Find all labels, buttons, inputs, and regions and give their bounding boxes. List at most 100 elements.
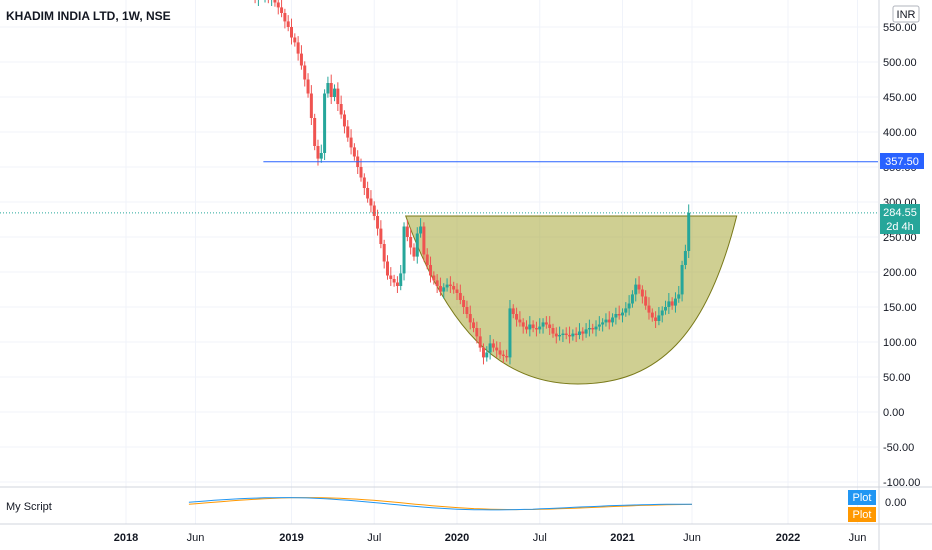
candle-body <box>505 356 509 358</box>
candle-body <box>614 314 618 318</box>
candle-body <box>650 312 654 318</box>
candle-body <box>584 329 588 334</box>
candle-body <box>349 137 353 148</box>
legend-orange-badge <box>848 507 876 522</box>
candle-body <box>362 177 366 188</box>
resistance-badge <box>880 153 924 169</box>
candle-body <box>425 254 429 265</box>
x-tick-label: Jul <box>533 532 547 544</box>
candle-body <box>498 350 502 355</box>
candle-body <box>276 2 280 8</box>
candle-body <box>346 126 350 138</box>
y-tick-label: 450.00 <box>883 92 917 104</box>
y-tick-label: 250.00 <box>883 232 917 244</box>
x-tick-label: Jun <box>683 532 701 544</box>
candle-body <box>531 324 535 328</box>
candle-body <box>594 326 598 330</box>
candle-body <box>667 301 671 307</box>
candle-body <box>422 226 426 255</box>
x-tick-label: Jun <box>187 532 205 544</box>
x-tick-label: 2021 <box>610 532 634 544</box>
candle-body <box>548 324 552 328</box>
candle-body <box>455 289 459 293</box>
candle-body <box>369 198 373 206</box>
candle-body <box>303 65 307 80</box>
candle-body <box>478 336 482 348</box>
candle-body <box>571 333 575 337</box>
y-tick-label: 100.00 <box>883 337 917 349</box>
x-tick-label: 2018 <box>114 532 138 544</box>
candle-body <box>409 237 413 248</box>
y-tick-label: 400.00 <box>883 127 917 139</box>
candle-body <box>607 319 611 323</box>
candle-body <box>402 226 406 274</box>
y-tick-label: -50.00 <box>883 442 914 454</box>
candle-body <box>634 284 638 295</box>
candle-body <box>511 308 515 314</box>
candle-body <box>293 37 297 43</box>
candle-body <box>336 88 340 104</box>
candle-body <box>366 188 370 199</box>
cup-shape[interactable] <box>404 215 738 385</box>
candle-body <box>673 298 677 306</box>
candle-body <box>442 287 446 292</box>
time-axis[interactable]: 2018 Jun 2019 Jul 2020 Jul 2021 Jun 2022 Jun <box>114 532 867 544</box>
candle-body <box>654 317 658 321</box>
candle-body <box>538 326 542 330</box>
candle-body <box>352 147 356 157</box>
candle-body <box>283 13 287 22</box>
candle-body <box>508 308 512 358</box>
candle-body <box>544 322 548 325</box>
countdown-text: 2d 4h <box>886 221 914 233</box>
candle-body <box>286 21 290 27</box>
last-price-text: 284.55 <box>883 207 917 219</box>
price-axis[interactable]: 550.00500.00450.00400.00350.00300.00250.… <box>883 22 920 489</box>
candle-body <box>405 226 409 237</box>
candle-body <box>299 53 303 66</box>
candle-body <box>611 317 615 323</box>
x-tick-label: Jul <box>367 532 381 544</box>
y-tick-label: 0.00 <box>883 407 904 419</box>
candle-body <box>445 284 449 288</box>
x-tick-label: Jun <box>849 532 867 544</box>
candle-body <box>621 312 624 316</box>
candle-body <box>339 104 343 115</box>
candles <box>254 0 691 365</box>
candle-body <box>432 275 436 281</box>
candle-body <box>528 324 532 330</box>
candle-body <box>395 282 399 286</box>
candle-body <box>419 226 423 234</box>
indicator-name[interactable]: My Script <box>6 501 52 513</box>
candle-body <box>382 244 386 262</box>
candle-body <box>534 328 538 330</box>
candle-body <box>316 146 320 159</box>
candle-body <box>518 319 522 323</box>
candle-body <box>525 326 529 330</box>
y-tick-label: 150.00 <box>883 302 917 314</box>
legend-blue-text: Plot <box>853 492 872 504</box>
candle-body <box>458 293 462 300</box>
candle-body <box>501 354 505 356</box>
y-tick-label: 500.00 <box>883 57 917 69</box>
candle-body <box>647 305 651 313</box>
candle-body <box>389 275 393 279</box>
resistance-badge-text: 357.50 <box>885 156 919 168</box>
candle-body <box>399 273 403 286</box>
candle-body <box>521 322 525 327</box>
candle-body <box>591 328 595 330</box>
chart-title: KHADIM INDIA LTD, 1W, NSE <box>6 9 171 23</box>
last-price-badge <box>880 204 920 234</box>
oscillator-value: 0.00 <box>885 497 906 509</box>
candle-body <box>306 79 310 94</box>
candle-body <box>392 279 396 283</box>
candle-body <box>448 284 452 286</box>
candle-body <box>462 300 466 307</box>
y-tick-label: 550.00 <box>883 22 917 34</box>
candle-body <box>601 322 605 325</box>
x-tick-label: 2022 <box>776 532 800 544</box>
candle-body <box>677 294 681 299</box>
candle-body <box>385 261 389 276</box>
currency-badge[interactable] <box>892 5 920 23</box>
candle-body <box>472 322 476 328</box>
candle-body <box>323 93 327 153</box>
